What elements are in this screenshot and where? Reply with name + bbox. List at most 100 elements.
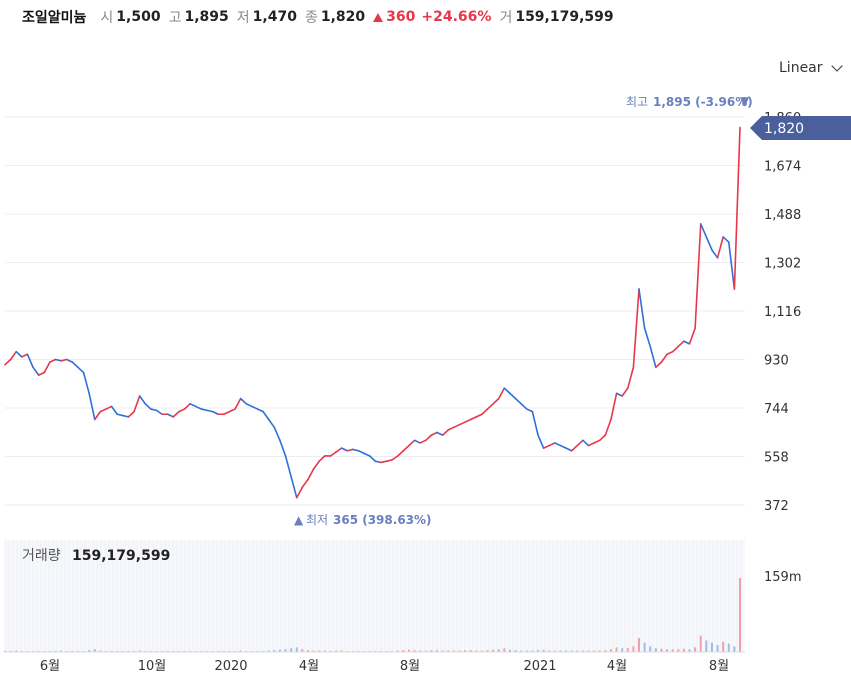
volume-bar xyxy=(88,650,91,652)
y-tick-label: 1,116 xyxy=(764,305,801,320)
volume-bar xyxy=(284,649,287,652)
price-segment xyxy=(649,345,657,369)
price-segment xyxy=(318,455,326,462)
volume-bar xyxy=(514,650,517,652)
price-segment xyxy=(626,366,635,389)
price-segment xyxy=(110,405,119,416)
volume-bar xyxy=(267,650,270,652)
volume-bar xyxy=(722,641,725,652)
price-segment xyxy=(37,371,46,376)
price-segment xyxy=(60,358,68,362)
price-segment xyxy=(565,447,573,452)
volume-bar xyxy=(587,650,590,652)
volume-bar xyxy=(475,650,478,652)
price-segment xyxy=(525,408,534,413)
open-label: 시 xyxy=(100,10,114,26)
volume-bar xyxy=(688,649,691,652)
price-segment xyxy=(284,455,292,478)
price-segment xyxy=(105,405,113,410)
price-segment xyxy=(694,223,702,330)
price-segment xyxy=(486,403,494,410)
high-label: 고 xyxy=(168,10,182,26)
price-segment xyxy=(329,451,337,457)
volume-bar xyxy=(598,650,601,652)
price-segment xyxy=(357,449,365,455)
volume-bar xyxy=(531,650,534,652)
volume-panel-value: 159,179,599 xyxy=(72,548,170,564)
volume-bar xyxy=(239,650,242,652)
price-segment xyxy=(559,444,567,449)
price-segment xyxy=(116,413,124,417)
x-tick-label: 2020 xyxy=(214,659,247,674)
high-annotation-value: 1,895 (-3.96%) xyxy=(653,95,753,109)
volume-bar xyxy=(138,650,141,652)
volume-bar xyxy=(565,650,568,652)
volume-bar xyxy=(508,649,511,652)
volume-bar xyxy=(615,647,618,652)
volume-value: 159,179,599 xyxy=(515,9,614,25)
volume-bar xyxy=(278,649,281,652)
price-segment xyxy=(273,426,281,442)
price-segment xyxy=(138,395,147,405)
volume-bar xyxy=(469,650,472,652)
x-tick-label: 4월 xyxy=(607,659,627,674)
price-segment xyxy=(436,431,444,436)
volume-bar xyxy=(15,650,18,652)
low-value: 1,470 xyxy=(252,9,297,25)
price-segment xyxy=(43,361,51,374)
volume-bar xyxy=(335,650,338,652)
volume-bar xyxy=(739,578,741,652)
price-segment xyxy=(9,350,18,361)
volume-bar xyxy=(480,650,483,652)
volume-bar xyxy=(710,642,713,652)
volume-bar xyxy=(705,640,708,652)
price-segment xyxy=(632,288,640,369)
price-segment xyxy=(267,418,276,429)
price-segment xyxy=(503,387,511,395)
volume-panel-label: 거래량 xyxy=(22,548,61,564)
y-tick-label: 1,674 xyxy=(764,160,801,175)
volume-bar xyxy=(643,642,646,652)
price-segment xyxy=(93,410,102,421)
volume-bar xyxy=(677,649,680,652)
price-segment xyxy=(621,387,629,397)
price-segment xyxy=(610,392,618,421)
price-segment xyxy=(722,236,730,243)
volume-bar xyxy=(306,650,309,652)
volume-axis-label: 159m xyxy=(764,570,801,585)
change-value: 360 xyxy=(386,9,416,25)
price-segment xyxy=(133,395,141,413)
volume-label: 거 xyxy=(499,10,513,26)
volume-bar xyxy=(419,650,422,652)
volume-bar xyxy=(553,650,556,652)
price-segment xyxy=(312,460,320,470)
volume-bar xyxy=(593,650,596,652)
low-annotation-label: 최저 xyxy=(306,513,328,527)
price-segment xyxy=(570,444,579,452)
price-segment xyxy=(660,353,668,363)
price-segment xyxy=(26,353,34,369)
change-percent: +24.66% xyxy=(421,9,492,25)
price-segment xyxy=(593,439,601,444)
price-segment xyxy=(458,421,466,426)
price-segment xyxy=(419,439,427,444)
price-segment xyxy=(481,408,489,416)
y-tick-label: 372 xyxy=(764,499,789,514)
volume-bar xyxy=(727,643,730,652)
price-segment xyxy=(352,448,360,452)
price-segment xyxy=(15,350,23,358)
volume-bar xyxy=(318,650,321,652)
stock-name: 조일알미늄 xyxy=(22,10,87,26)
volume-bar xyxy=(570,650,573,652)
volume-bar xyxy=(542,649,545,652)
volume-bar xyxy=(312,650,315,652)
volume-bar xyxy=(447,650,450,652)
volume-bar xyxy=(660,648,663,652)
scale-dropdown[interactable]: Linear xyxy=(779,60,843,76)
price-segment xyxy=(711,249,719,259)
price-segment xyxy=(464,418,472,423)
price-segment xyxy=(99,408,107,413)
volume-bar xyxy=(671,649,674,652)
price-segment xyxy=(638,288,646,330)
